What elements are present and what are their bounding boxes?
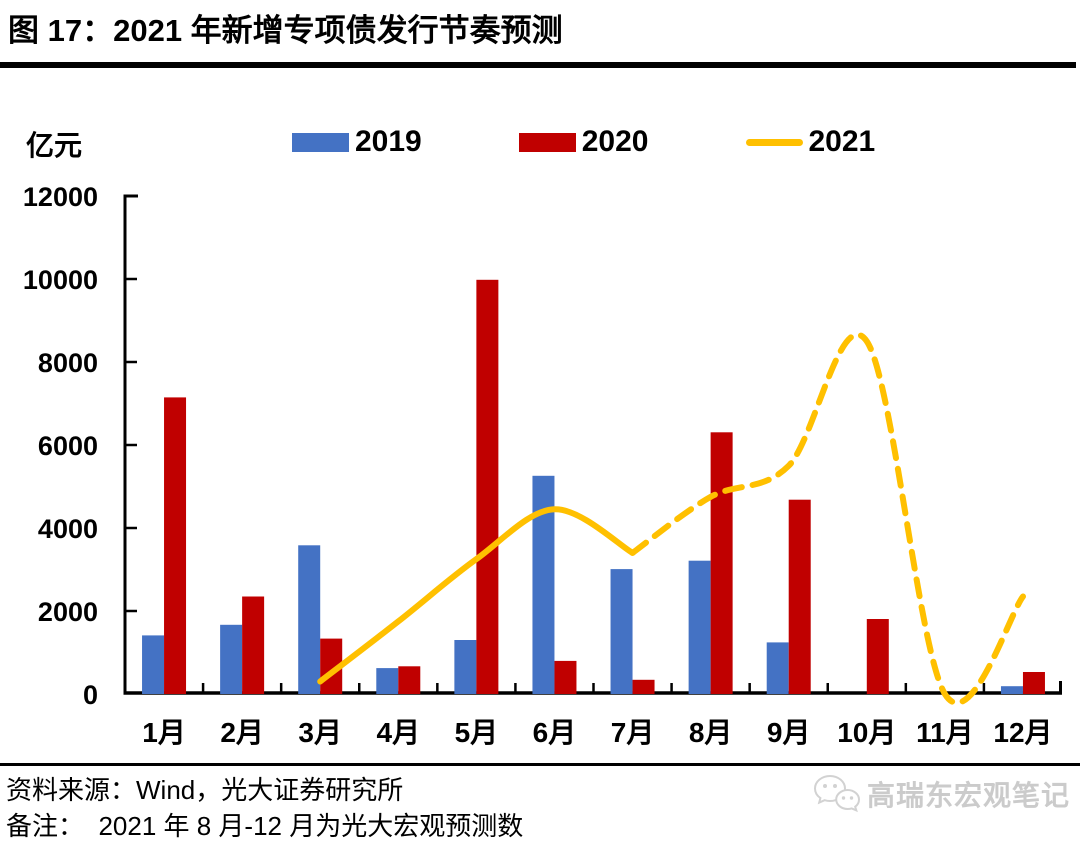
- bars-2019: [142, 475, 1023, 694]
- x-tick-label: 8月: [689, 717, 733, 748]
- legend-swatch-2019: [292, 132, 349, 152]
- chart-legend: 2019 2020 2021: [292, 125, 972, 159]
- remark-note: 备注： 2021 年 8 月-12 月为光大宏观预测数: [6, 811, 524, 841]
- x-tick-label: 3月: [298, 717, 342, 748]
- y-tick-label: 2000: [38, 597, 98, 627]
- bar-2019-4月: [376, 668, 399, 694]
- x-tick-label: 6月: [533, 717, 577, 748]
- bar-2019-2月: [220, 624, 243, 694]
- bar-2020-2月: [242, 596, 265, 694]
- y-tick-label: 6000: [38, 431, 98, 461]
- bars-2020: [164, 279, 1045, 694]
- y-tick-label: 10000: [23, 265, 98, 295]
- y-axis-labels: 0 2000 4000 6000 8000 10000 12000: [23, 182, 98, 710]
- legend-item-2019: 2019: [292, 125, 422, 159]
- legend-swatch-2020: [518, 132, 576, 152]
- legend-swatch-2021: [745, 138, 803, 146]
- bar-2019-1月: [142, 635, 165, 694]
- axis-frame: [123, 194, 1062, 695]
- bar-2020-8月: [710, 432, 733, 694]
- bar-2020-12月: [1022, 672, 1045, 694]
- y-tick-label: 0: [83, 680, 98, 710]
- line-2021-forecast: [629, 331, 1026, 706]
- bar-2019-12月: [1000, 686, 1023, 694]
- title-divider: [0, 62, 1076, 68]
- x-tick-label: 7月: [611, 717, 655, 748]
- source-note: 资料来源：Wind，光大证券研究所: [6, 775, 404, 805]
- footer-divider: [0, 763, 1080, 766]
- x-tick-label: 12月: [993, 717, 1052, 748]
- legend-label: 2021: [808, 125, 876, 158]
- wechat-icon: [813, 774, 861, 813]
- x-tick-label: 1月: [142, 717, 186, 748]
- watermark-text: 高瑞东宏观笔记: [867, 780, 1071, 811]
- x-axis-labels: 1月 2月 3月 4月 5月 6月 7月 8月 9月 10月 11月 12月: [142, 717, 1052, 748]
- bar-2020-10月: [866, 619, 889, 694]
- x-tick-label: 9月: [767, 717, 811, 748]
- bar-2019-7月: [610, 569, 633, 694]
- bar-2020-1月: [164, 397, 187, 694]
- x-tick-label: 10月: [837, 717, 896, 748]
- legend-label: 2020: [581, 125, 649, 158]
- bar-2019-8月: [688, 560, 711, 694]
- bar-2020-6月: [554, 660, 577, 694]
- bar-2020-5月: [476, 279, 499, 694]
- x-tick-label: 11月: [916, 717, 974, 748]
- bar-2020-4月: [398, 666, 421, 694]
- line-2021-actual: [317, 506, 636, 685]
- figure-title: 图 17：2021 年新增专项债发行节奏预测: [8, 13, 563, 48]
- bar-2019-3月: [298, 545, 321, 694]
- x-tick-label: 2月: [220, 717, 264, 748]
- y-tick-label: 8000: [38, 348, 98, 378]
- bar-2019-5月: [454, 640, 477, 694]
- x-tick-label: 5月: [455, 717, 499, 748]
- y-tick-label: 12000: [23, 182, 98, 212]
- bar-2019-9月: [766, 642, 789, 694]
- legend-item-2020: 2020: [518, 125, 649, 159]
- y-axis-unit-label: 亿元: [26, 130, 83, 161]
- bar-2019-6月: [532, 475, 555, 694]
- y-tick-label: 4000: [38, 514, 98, 544]
- bar-2020-7月: [632, 679, 655, 694]
- legend-item-2021: 2021: [745, 125, 876, 159]
- legend-label: 2019: [355, 125, 422, 158]
- bar-2020-9月: [788, 499, 811, 694]
- x-tick-label: 4月: [377, 717, 421, 748]
- watermark: 高瑞东宏观笔记: [812, 772, 1070, 816]
